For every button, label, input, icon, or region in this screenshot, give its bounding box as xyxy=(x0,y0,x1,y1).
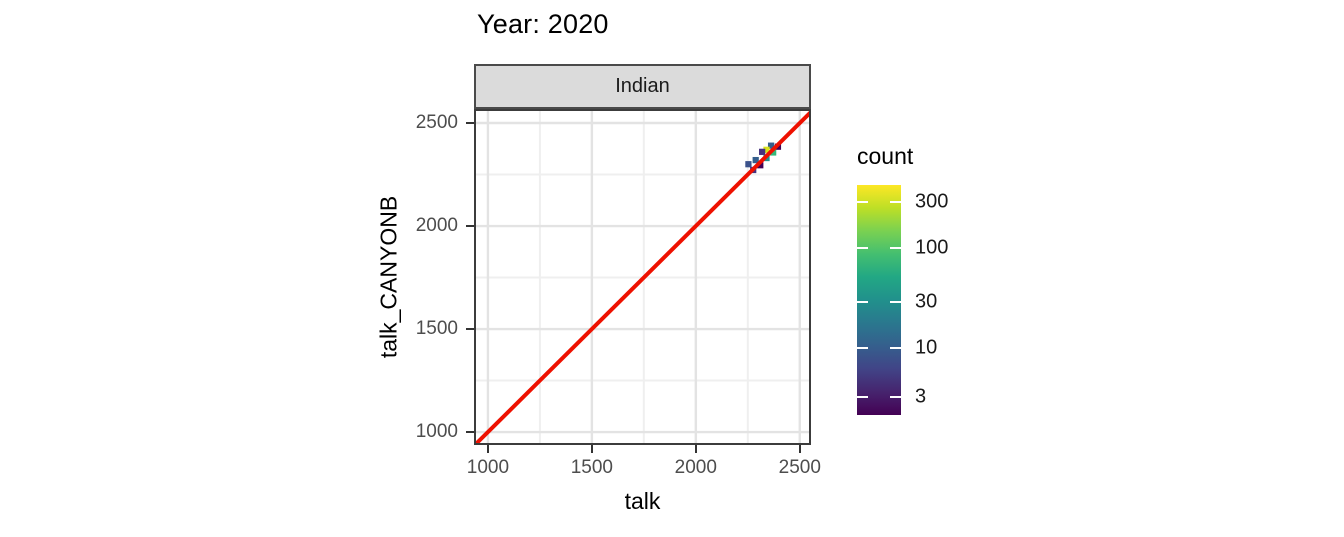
bin-tile xyxy=(745,161,752,168)
legend-tick-label: 300 xyxy=(915,190,949,213)
identity-line xyxy=(473,110,813,447)
bin-tile xyxy=(767,142,775,149)
x-axis-title: talk xyxy=(624,488,661,514)
legend-tick-mark xyxy=(857,347,868,350)
x-tick-mark xyxy=(486,445,489,453)
legend-tick-mark xyxy=(890,347,901,350)
bin-tile xyxy=(759,148,766,155)
legend-tick-label: 10 xyxy=(915,336,938,359)
x-tick-label: 2500 xyxy=(778,457,821,478)
legend-tick-mark xyxy=(857,395,868,398)
y-tick-mark xyxy=(466,328,474,331)
legend-colorbar xyxy=(857,185,901,415)
bin-tile xyxy=(757,162,764,169)
legend-tick-mark xyxy=(890,247,901,250)
x-tick-mark xyxy=(694,445,697,453)
y-tick-label: 1000 xyxy=(415,421,458,443)
y-tick-mark xyxy=(466,225,474,227)
plot-title: Year: 2020 xyxy=(477,9,609,39)
x-tick-label: 1000 xyxy=(466,457,510,478)
x-tick-mark xyxy=(590,445,593,453)
bin-tile xyxy=(770,149,777,156)
panel-plot-area xyxy=(473,109,813,447)
y-tick-label: 2500 xyxy=(415,112,458,133)
y-tick-label: 2000 xyxy=(415,215,458,236)
legend-tick-mark xyxy=(890,395,901,398)
bin-tile xyxy=(763,146,770,153)
legend-tick-label: 3 xyxy=(915,385,927,408)
facet-strip: Indian xyxy=(474,64,811,109)
legend-tick-mark xyxy=(890,301,901,304)
plot-panel xyxy=(473,109,813,447)
legend-title: count xyxy=(857,143,914,169)
legend-tick-mark xyxy=(857,301,868,304)
bin-tile xyxy=(752,156,759,164)
y-tick-label: 1500 xyxy=(415,318,458,340)
panel-border xyxy=(474,109,811,445)
legend-tick-mark xyxy=(857,247,868,250)
x-tick-label: 1500 xyxy=(570,457,614,478)
legend-tick-label: 30 xyxy=(915,290,938,313)
legend-tick-label: 100 xyxy=(915,236,949,259)
legend-tick-mark xyxy=(890,201,901,204)
x-tick-label: 2000 xyxy=(674,457,717,478)
y-tick-mark xyxy=(466,431,474,434)
y-axis-title: talk_CANYONB xyxy=(375,195,402,359)
y-tick-mark xyxy=(466,122,474,124)
facet-label: Indian xyxy=(615,75,670,97)
legend-tick-mark xyxy=(857,201,868,204)
x-tick-mark xyxy=(798,445,801,453)
